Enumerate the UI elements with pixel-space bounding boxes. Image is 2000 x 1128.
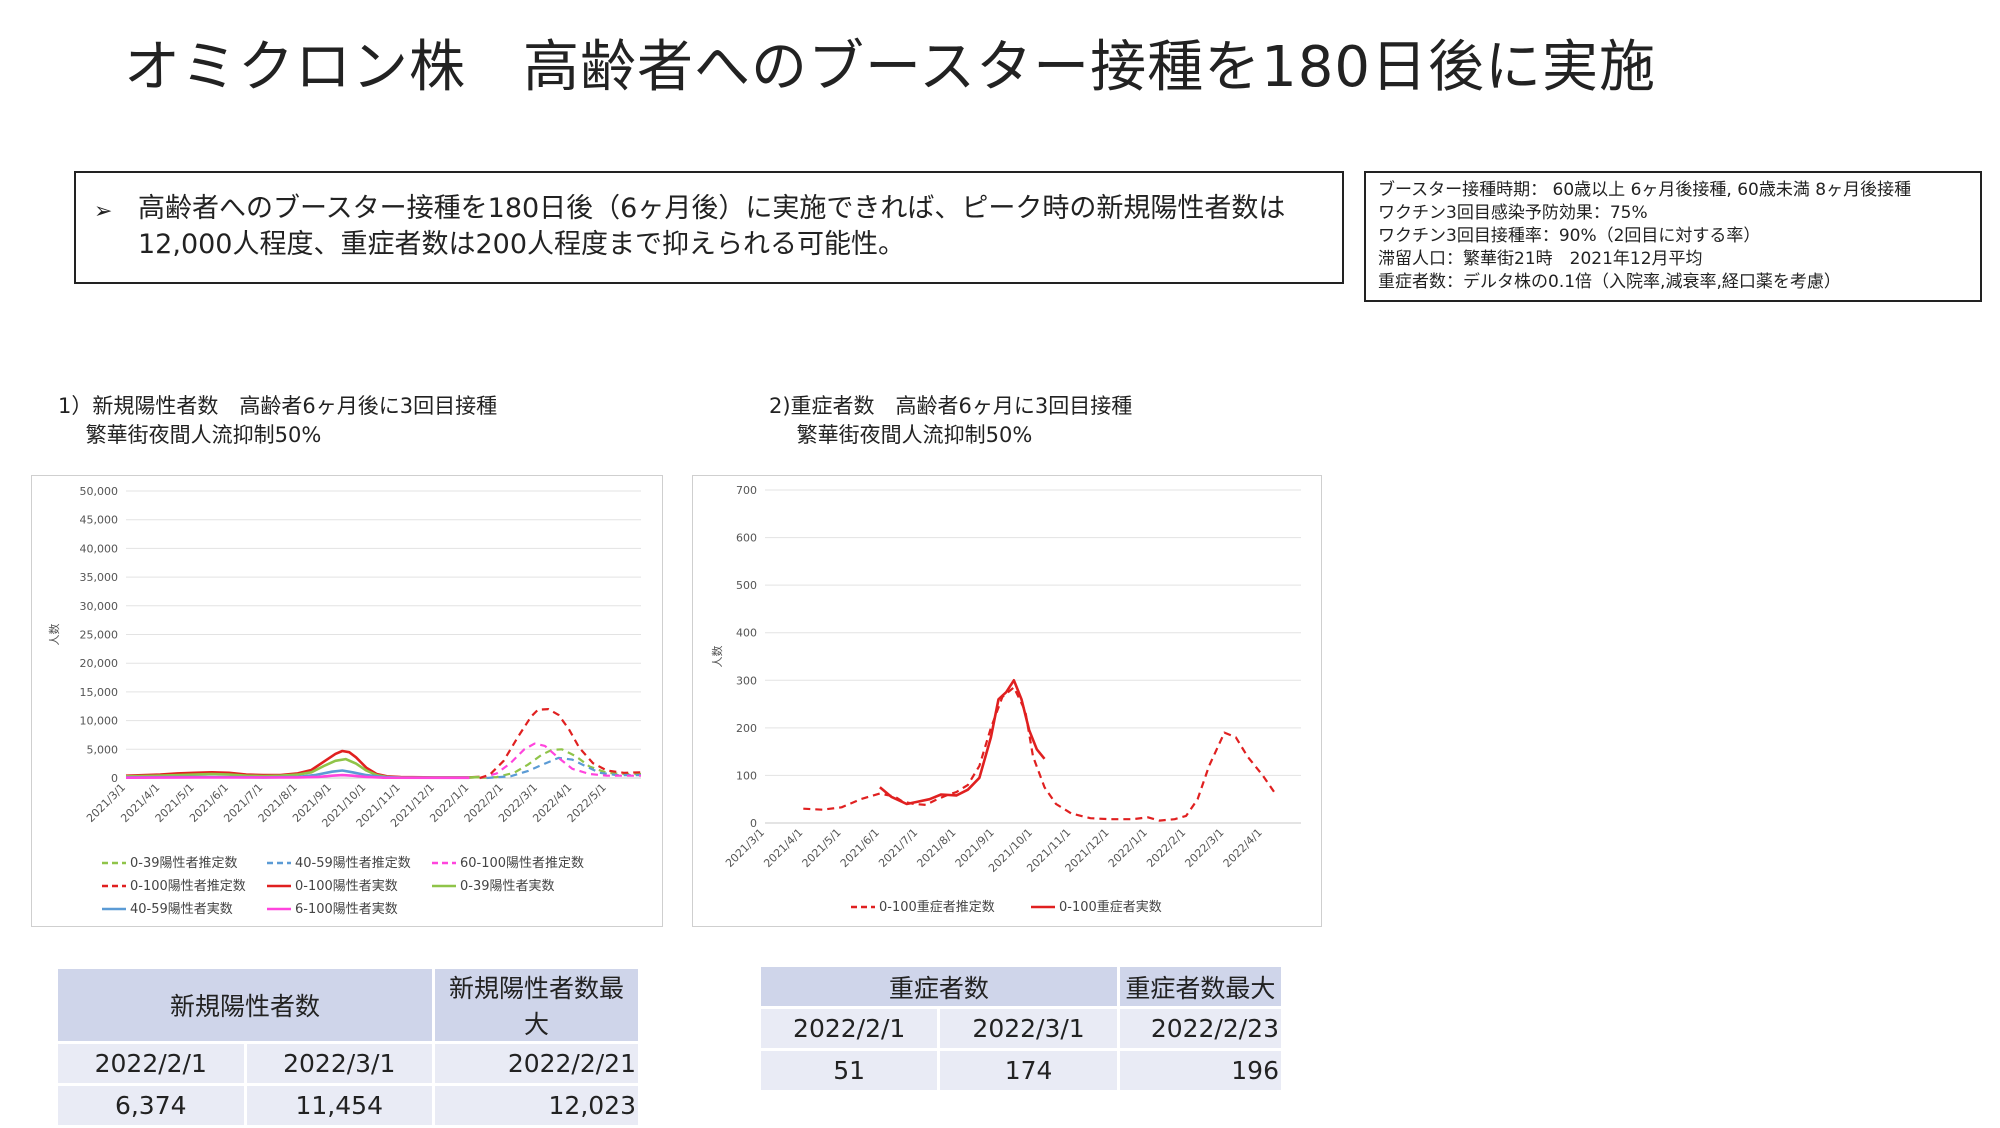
chart1-ytick-label: 30,000 [80, 600, 119, 613]
chart1-title: 1）新規陽性者数 高齢者6ヶ月後に3回目接種 繁華街夜間人流抑制50% [58, 392, 497, 450]
table1-max-value: 12,023 [435, 1086, 638, 1125]
condition-line: ワクチン3回目感染予防効果：75% [1378, 203, 1648, 223]
chart2-xtick-label: 2022/2/1 [1144, 826, 1188, 870]
chart1-legend-label-4: 0-100陽性者推定数 [130, 879, 246, 894]
chart1-series-line-8 [125, 773, 470, 780]
chart1-series-line-1 [479, 748, 641, 780]
table1-header: 新規陽性者数 [58, 969, 432, 1041]
summary-box: ➢ 高齢者へのブースター接種を180日後（6ヶ月後）に実施できれば、ピーク時の新… [74, 171, 1344, 284]
chart1-legend-label-8: 6-100陽性者実数 [295, 901, 398, 917]
chart2-xtick-label: 2021/8/1 [914, 826, 958, 870]
table1: 新規陽性者数 新規陽性者数最大 2022/2/1 2022/3/1 2022/2… [55, 966, 641, 1128]
chart2-xtick-label: 2022/3/1 [1182, 826, 1226, 870]
chart2-title: 2)重症者数 高齢者6ヶ月に3回目接種 繁華街夜間人流抑制50% [769, 392, 1132, 450]
chart1-ytick-label: 10,000 [80, 715, 119, 728]
chart1-ytick-label: 25,000 [80, 629, 119, 642]
table-row: 重症者数 重症者数最大 [761, 967, 1281, 1006]
chart2-xtick-label: 2021/3/1 [723, 826, 767, 870]
chart2-xtick-label: 2021/6/1 [838, 826, 882, 870]
chart2-ytick-label: 100 [736, 769, 757, 782]
chart1-ytick-label: 35,000 [80, 571, 119, 584]
chart1-ytick-label: 45,000 [80, 514, 119, 527]
table1-value-1: 6,374 [58, 1086, 244, 1125]
table2: 重症者数 重症者数最大 2022/2/1 2022/3/1 2022/2/23 … [758, 964, 1284, 1093]
page-title: オミクロン株 高齢者へのブースター接種を180日後に実施 [123, 35, 1657, 100]
table1-date-1: 2022/2/1 [58, 1044, 244, 1083]
chart2-xtick-label: 2021/5/1 [800, 826, 844, 870]
chart1-legend-label-5: 0-100陽性者実数 [295, 878, 398, 894]
chart2-ytick-label: 300 [736, 674, 757, 687]
chart2-title-line2: 繁華街夜間人流抑制50% [769, 423, 1033, 447]
condition-line: 滞留人口：繁華街21時 2021年12月平均 [1378, 249, 1703, 269]
chart1-legend-label-6: 0-39陽性者実数 [460, 878, 555, 894]
condition-line: ブースター接種時期： 60歳以上 6ヶ月後接種, 60歳未満 8ヶ月後接種 [1378, 180, 1912, 200]
chart1-series-line-6 [125, 757, 480, 779]
chart2-xtick-label: 2022/4/1 [1221, 826, 1265, 870]
chart2-title-line1: 2)重症者数 高齢者6ヶ月に3回目接種 [769, 394, 1133, 418]
chart1-title-line1: 1）新規陽性者数 高齢者6ヶ月後に3回目接種 [58, 394, 498, 418]
chart1-ylabel: 人数 [48, 624, 61, 646]
table-row: 51 174 196 [761, 1051, 1281, 1090]
chart2-xtick-label: 2021/4/1 [761, 826, 805, 870]
table-row: 6,374 11,454 12,023 [58, 1086, 638, 1125]
chart2-ytick-label: 400 [736, 627, 757, 640]
chart2-ytick-label: 700 [736, 484, 757, 497]
chart1-ytick-label: 40,000 [80, 542, 119, 555]
chart2-ytick-label: 0 [750, 817, 757, 830]
condition-line: 重症者数：デルタ株の0.1倍（入院率,減衰率,経口薬を考慮） [1378, 272, 1841, 292]
chart2-xtick-label: 2022/1/1 [1106, 826, 1150, 870]
chart1-legend-label-1: 0-39陽性者推定数 [130, 856, 238, 871]
chart1-container: 0 5,000 10,000 15,000 20,000 25,000 30,000 35,0… [31, 475, 663, 927]
chart1-legend-label-7: 40-59陽性者実数 [130, 901, 233, 917]
condition-line: ワクチン3回目接種率：90%（2回目に対する率） [1378, 226, 1761, 246]
chart2-ytick-label: 200 [736, 722, 757, 735]
chart2-ylabel: 人数 [711, 646, 724, 668]
table2-date-2: 2022/3/1 [940, 1009, 1117, 1048]
table2-date-1: 2022/2/1 [761, 1009, 938, 1048]
chart1-ytick-label: 15,000 [80, 686, 119, 699]
chart1-series-line-3 [479, 742, 641, 780]
chart1-title-line2: 繁華街夜間人流抑制50% [58, 423, 322, 447]
table2-max-date: 2022/2/23 [1119, 1009, 1281, 1048]
chart1-ytick-label: 0 [111, 772, 118, 785]
chart1-svg: 0 5,000 10,000 15,000 20,000 25,000 30,000 35,0… [48, 485, 642, 917]
table1-header-max: 新規陽性者数最大 [435, 969, 638, 1041]
chart2-legend-label-2: 0-100重症者実数 [1059, 899, 1162, 915]
table2-header: 重症者数 [761, 967, 1117, 1006]
conditions-box: ブースター接種時期： 60歳以上 6ヶ月後接種, 60歳未満 8ヶ月後接種 ワク… [1364, 171, 1982, 302]
table2-header-max: 重症者数最大 [1119, 967, 1281, 1006]
chart1-ytick-label: 5,000 [87, 743, 119, 756]
bullet-arrow-icon: ➢ [94, 199, 113, 224]
table-row: 2022/2/1 2022/3/1 2022/2/21 [58, 1044, 638, 1083]
chart1-legend-label-3: 60-100陽性者推定数 [460, 856, 584, 871]
chart1-series-line-4 [479, 708, 642, 780]
chart2-xtick-label: 2021/7/1 [876, 826, 920, 870]
table1-max-date: 2022/2/21 [435, 1044, 638, 1083]
chart2-series-line-2 [879, 679, 1046, 806]
table-row: 新規陽性者数 新規陽性者数最大 [58, 969, 638, 1041]
table2-max-value: 196 [1119, 1051, 1281, 1090]
chart2-ytick-label: 600 [736, 532, 757, 545]
chart1-ytick-label: 50,000 [80, 485, 119, 498]
table1-date-2: 2022/3/1 [246, 1044, 432, 1083]
chart2-ytick-label: 500 [736, 579, 757, 592]
chart2-container: 0 100 200 300 400 500 600 700 2021/3/1 2021/4/1 20… [692, 475, 1322, 927]
table2-value-2: 174 [940, 1051, 1117, 1090]
table-row: 2022/2/1 2022/3/1 2022/2/23 [761, 1009, 1281, 1048]
chart2-series-line-1 [803, 686, 1276, 822]
chart1-ytick-label: 20,000 [80, 657, 119, 670]
chart1-legend-label-2: 40-59陽性者推定数 [295, 856, 411, 871]
table2-value-1: 51 [761, 1051, 938, 1090]
table1-value-2: 11,454 [246, 1086, 432, 1125]
chart2-legend-label-1: 0-100重症者推定数 [879, 899, 995, 915]
chart2-svg: 01002003004005006007002021/3/12021/4/120… [711, 484, 1301, 915]
summary-text: 高齢者へのブースター接種を180日後（6ヶ月後）に実施できれば、ピーク時の新規陽… [138, 193, 1286, 260]
